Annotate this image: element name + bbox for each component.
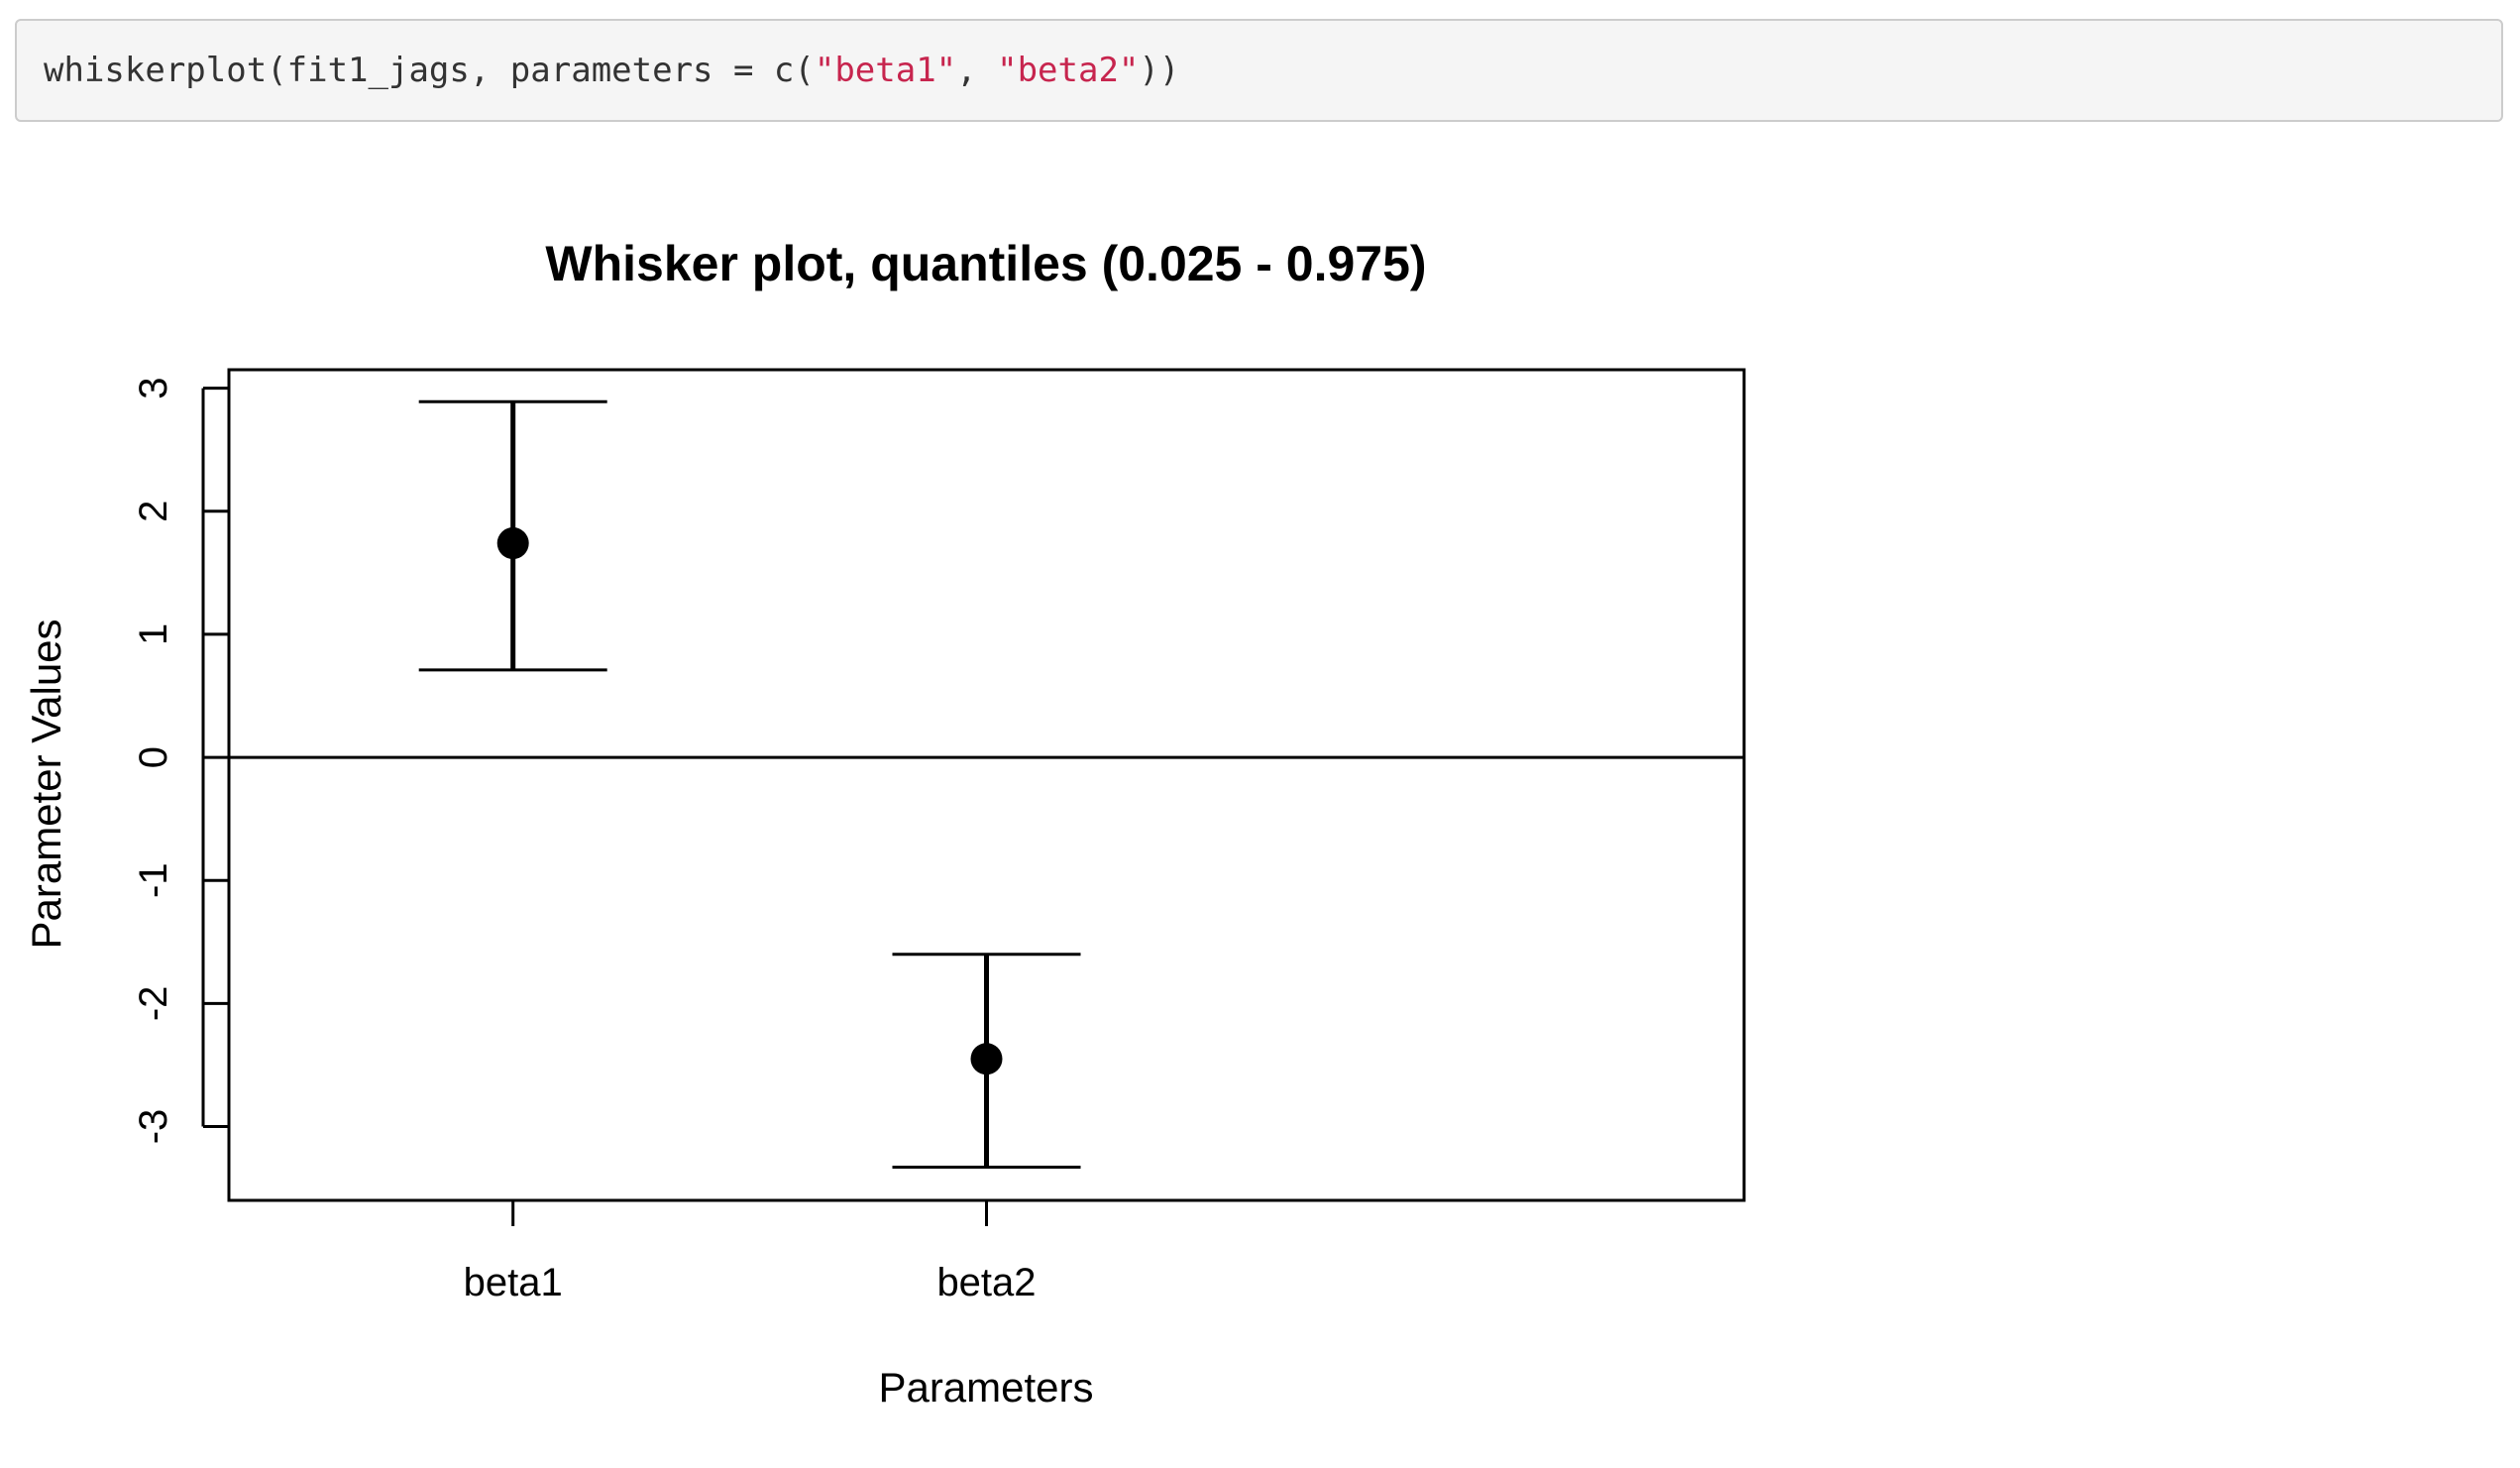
x-tick-label: beta1 [464,1261,563,1304]
y-axis-title: Parameter Values [23,619,69,949]
y-tick-label: -1 [132,862,175,898]
code-close: )) [1139,51,1180,90]
median-point-beta2 [970,1043,1003,1075]
y-tick-label: 1 [132,623,175,645]
code-args: (fit1_jags, parameters = c( [267,51,815,90]
y-tick-label: 0 [132,746,175,768]
whiskers [418,399,1081,1169]
code-separator: , [956,51,998,90]
code-string-beta1: "beta1" [814,51,957,90]
code-string-beta2: "beta2" [997,51,1140,90]
code-block: whiskerplot (fit1_jags, parameters = c("b… [15,19,2503,122]
y-tick-label: 2 [132,501,175,522]
y-tick-label: -2 [132,986,175,1022]
y-tick-label: -3 [132,1109,175,1145]
y-tick-label: 3 [132,377,175,398]
x-axis: beta1 beta2 [464,1200,1037,1304]
x-tick-label: beta2 [936,1261,1036,1304]
x-axis-title: Parameters [878,1364,1093,1411]
chart-title: Whisker plot, quantiles (0.025 - 0.975) [545,236,1426,291]
y-axis: 3 2 1 0 -1 -2 -3 [132,377,229,1144]
code-function: whiskerplot [44,51,268,90]
median-point-beta1 [496,527,529,560]
